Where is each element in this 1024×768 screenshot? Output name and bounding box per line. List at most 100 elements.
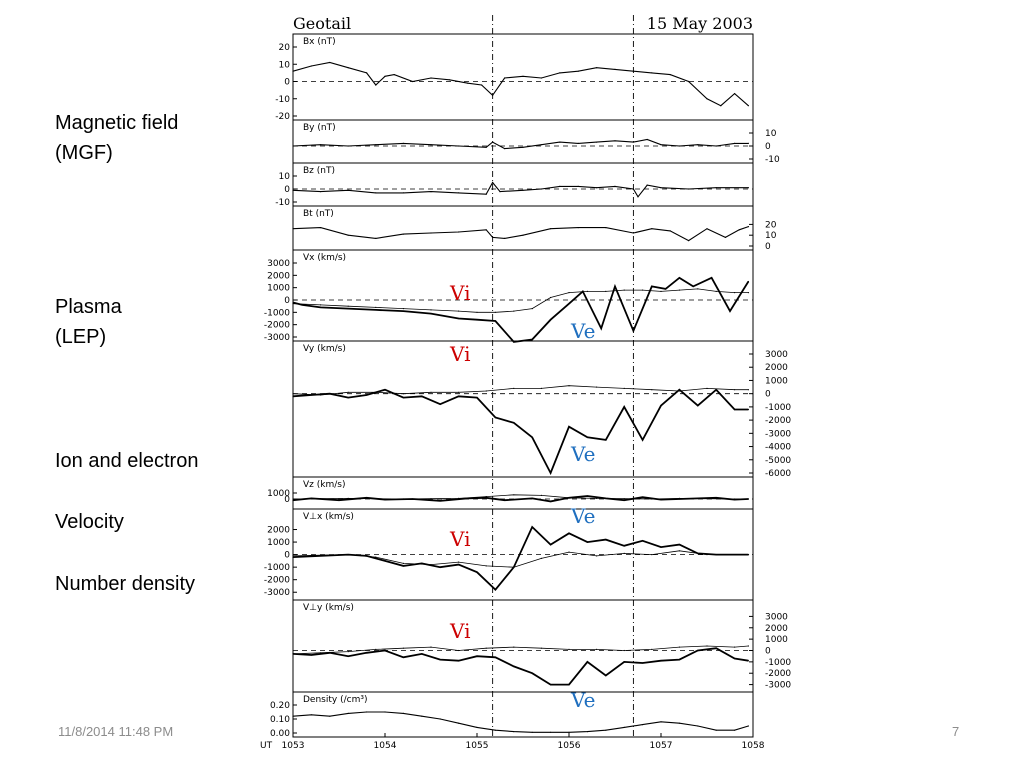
data-point [660,405,662,407]
data-point [384,711,386,713]
data-point [660,290,662,292]
data-point [678,722,681,724]
label-velocity: Velocity [55,511,124,533]
data-point [439,566,441,568]
y-tick-label: 3000 [765,612,788,622]
data-point [747,389,750,391]
data-point [715,145,717,147]
data-point [586,541,589,543]
data-point [665,288,667,290]
panel-title: By (nT) [303,123,336,133]
data-point [550,319,552,321]
y-tick-label: -1000 [765,403,791,413]
series-line-data [292,138,749,150]
y-tick-label: -3000 [765,429,791,439]
data-point [734,142,736,144]
series-line-ve [292,647,749,686]
data-point [494,320,496,322]
data-point [540,387,543,389]
panel-frame [292,205,754,251]
panel-title: Bt (nT) [303,209,334,219]
y-tick-label: 0 [284,551,290,561]
data-point [550,544,552,546]
label-ion-electron: Ion and electron [55,450,199,472]
data-point [494,656,496,658]
series-line-ve [292,495,749,503]
data-point [384,560,386,562]
data-point [623,387,625,389]
data-point [692,285,694,287]
data-point [747,292,750,294]
data-point [678,659,681,661]
data-point [577,70,579,72]
data-point [448,79,450,81]
data-point [577,142,579,144]
data-point [738,229,740,231]
data-point [747,660,750,662]
data-point [568,497,570,499]
data-point [402,712,404,715]
data-point [651,648,653,651]
data-point [366,555,368,557]
label-plasma: Plasma [55,296,122,318]
data-point [734,646,736,648]
data-point [747,105,750,107]
data-point [292,145,294,147]
data-point [531,672,533,674]
data-point [522,234,524,236]
data-point [734,729,736,731]
data-point [577,185,579,187]
data-point [697,725,699,727]
y-tick-label: -1000 [264,563,290,573]
data-point [724,236,727,238]
data-point [623,649,625,652]
data-point [366,72,368,74]
data-point [734,499,736,501]
data-point [651,554,653,556]
data-point [522,189,524,191]
data-point [320,306,322,308]
data-point [366,652,368,654]
data-point [747,408,750,411]
data-point [586,436,589,438]
data-point [586,495,589,497]
data-point [720,105,722,107]
data-point [366,497,368,499]
data-point [642,289,644,291]
data-point [458,192,460,194]
data-point [384,389,386,391]
panel-bx: Bx (nT) 20 10 0 -10 -20 [275,33,754,122]
data-point [540,647,543,649]
data-point [568,292,570,294]
data-point [494,729,496,731]
data-point [605,674,607,677]
series-label-vi: Vi [449,619,471,643]
y-tick-label: -6000 [765,469,791,479]
y-tick-label: 20 [279,43,291,53]
data-point [476,571,478,573]
x-tick-label: 1053 [282,741,305,751]
data-point [458,564,460,566]
data-point [384,649,386,652]
y-tick-label: 1000 [765,635,788,645]
data-point [513,665,515,668]
data-point [485,565,487,567]
data-point [669,74,671,76]
data-point [715,290,717,292]
data-point [747,226,750,228]
data-point [734,657,736,660]
data-point [513,646,515,648]
y-tick-label: 0 [284,78,290,88]
y-tick-label: -1000 [765,658,791,668]
data-point [320,227,322,229]
data-point [494,589,496,591]
data-point [513,341,515,343]
data-point [660,660,662,662]
panel-frame [292,162,754,207]
data-point [439,718,441,720]
data-point [697,144,699,146]
data-point [458,561,460,563]
data-point [586,661,589,663]
data-point [600,327,602,329]
y-tick-label: -2000 [264,321,290,331]
